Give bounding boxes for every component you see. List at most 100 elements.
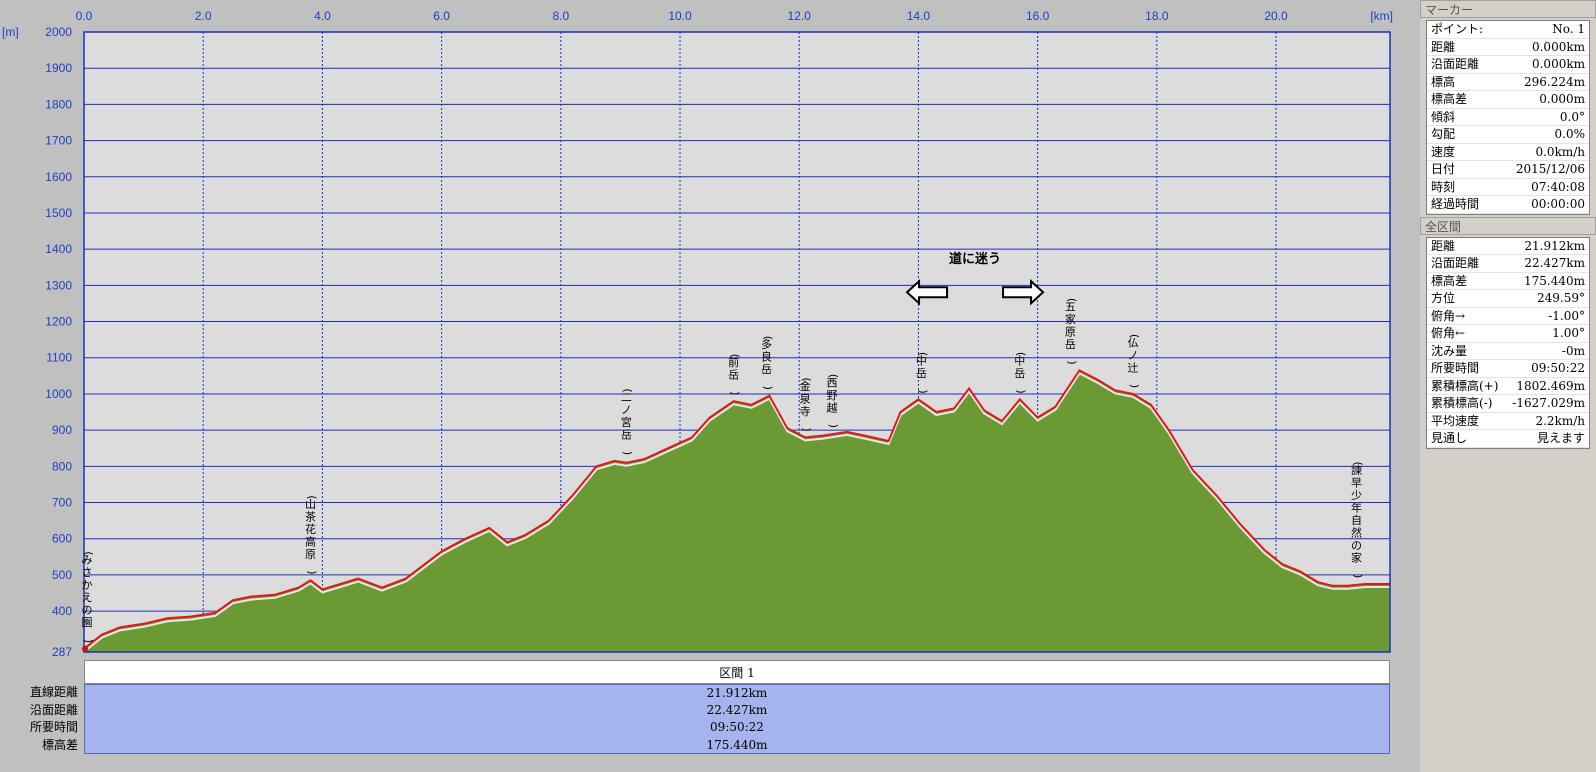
y-tick-label: 1900 xyxy=(45,61,72,75)
info-key: 見通し xyxy=(1431,431,1468,445)
peak-label: (みさかえの園) xyxy=(81,551,94,643)
info-row: 経過時間 00:00:00 xyxy=(1427,196,1589,214)
info-row: 傾斜 0.0° xyxy=(1427,109,1589,126)
info-value: 21.912km xyxy=(1524,238,1585,253)
peak-label-text: (多良岳) xyxy=(761,336,774,390)
info-row: 累積標高(+) 1802.469m xyxy=(1427,378,1589,395)
summary-label: 標高差 xyxy=(41,737,78,752)
elevation-chart: 0.0 2.0 4.0 6.0 8.0 10.0 12.0 14.0 16.0 18.0 20.0 … xyxy=(2,9,1393,659)
annotation-text: 道に迷う xyxy=(949,251,1001,267)
x-tick-label: 12.0 xyxy=(788,9,812,23)
info-key: 俯角→ xyxy=(1431,308,1466,323)
info-key: 時刻 xyxy=(1431,179,1456,194)
peak-label: (前岳) xyxy=(728,354,741,396)
summary-values[interactable]: 21.912km 22.427km 09:50:22 175.440m xyxy=(84,684,1390,754)
info-row: 日付 2015/12/06 xyxy=(1427,161,1589,179)
x-axis-unit: [km] xyxy=(1370,9,1393,23)
x-tick-label: 0.0 xyxy=(76,9,93,23)
info-value: No. 1 xyxy=(1552,22,1585,36)
info-value: 0.0km/h xyxy=(1535,144,1585,159)
section-summary: 区間 1 直線距離 沿面距離 所要時間 標高差 21.912km 22.427k… xyxy=(0,660,1396,754)
info-key: 距離 xyxy=(1431,238,1456,253)
info-value: 00:00:00 xyxy=(1531,197,1585,211)
info-key: 距離 xyxy=(1431,39,1456,54)
info-key: 速度 xyxy=(1431,144,1456,159)
info-value: 22.427km xyxy=(1524,256,1585,270)
summary-value: 21.912km xyxy=(706,686,768,700)
x-tick-label: 10.0 xyxy=(668,9,692,23)
x-tick-label: 4.0 xyxy=(314,9,331,23)
peak-label-text: (仏ノ辻) xyxy=(1127,334,1140,388)
peak-label-text: (五家原岳) xyxy=(1065,298,1078,365)
elevation-profile-line xyxy=(83,369,1390,650)
marker-panel-title[interactable]: マーカー xyxy=(1420,0,1596,18)
x-tick-label: 6.0 xyxy=(433,9,450,23)
annotation: 道に迷う xyxy=(905,251,1045,306)
info-row: 俯角← 1.00° xyxy=(1427,325,1589,343)
info-key: 標高 xyxy=(1431,74,1456,89)
peak-label-text: (諫早少年自然の家) xyxy=(1351,462,1364,579)
summary-label: 直線距離 xyxy=(29,685,78,699)
summary-value: 22.427km xyxy=(706,703,768,718)
plot-border xyxy=(83,31,1391,653)
info-key: 勾配 xyxy=(1431,127,1456,141)
peak-label: (二ノ宮岳) xyxy=(621,388,634,455)
info-key: 累積標高(+) xyxy=(1431,378,1499,393)
marker-point[interactable] xyxy=(82,645,88,652)
peak-label: (中岳) xyxy=(1014,352,1027,394)
peak-label-text: (みさかえの園) xyxy=(81,551,94,643)
y-tick-label: 1000 xyxy=(45,387,72,401)
info-value: 09:50:22 xyxy=(1531,361,1585,375)
info-row: 標高 296.224m xyxy=(1427,74,1589,91)
info-key: 平均速度 xyxy=(1431,413,1480,428)
info-key: 方位 xyxy=(1431,291,1456,305)
x-tick-label: 16.0 xyxy=(1026,9,1050,23)
peak-label-text: (西野越) xyxy=(827,374,840,428)
info-value: 1.00° xyxy=(1552,326,1585,340)
info-value: 07:40:08 xyxy=(1531,179,1585,194)
peak-label: (多良岳) xyxy=(761,336,774,390)
peak-label-text: (前岳) xyxy=(728,354,741,396)
info-row: 時刻 07:40:08 xyxy=(1427,179,1589,196)
peak-label: (中岳) xyxy=(916,352,929,394)
info-row: 標高差 0.000m xyxy=(1427,91,1589,109)
info-row: 速度 0.0km/h xyxy=(1427,144,1589,161)
info-key: 日付 xyxy=(1431,162,1456,176)
info-row: 方位 249.59° xyxy=(1427,290,1589,308)
y-tick-label: 287 xyxy=(52,645,72,659)
summary-row-labels: 直線距離 沿面距離 所要時間 標高差 xyxy=(0,684,82,754)
info-key: 標高差 xyxy=(1431,92,1468,106)
info-value: -1.00° xyxy=(1548,308,1585,323)
info-key: 所要時間 xyxy=(1431,361,1480,375)
info-row: 見通し 見えます xyxy=(1427,430,1589,448)
info-value: 1802.469m xyxy=(1516,378,1585,393)
info-value: 見えます xyxy=(1536,431,1585,445)
arrow-right-icon xyxy=(1002,278,1045,306)
total-panel-title[interactable]: 全区間 xyxy=(1420,216,1596,235)
x-axis-ticks: 0.0 2.0 4.0 6.0 8.0 10.0 12.0 14.0 16.0 18.0 20.0 xyxy=(76,9,1288,23)
x-tick-label: 14.0 xyxy=(907,9,931,23)
x-tick-label: 8.0 xyxy=(552,9,569,23)
info-key: ポイント: xyxy=(1431,22,1484,36)
info-row: 俯角→ -1.00° xyxy=(1427,308,1589,325)
info-key: 経過時間 xyxy=(1431,197,1480,211)
info-value: 175.440m xyxy=(1523,273,1585,288)
info-value: 0.000km xyxy=(1531,39,1585,54)
peak-label-text: (中岳) xyxy=(1014,352,1027,394)
info-value: 2.2km/h xyxy=(1535,413,1585,428)
info-key: 標高差 xyxy=(1431,273,1468,288)
y-tick-label: 600 xyxy=(52,532,72,546)
info-value: 249.59° xyxy=(1537,291,1585,305)
y-tick-label: 1300 xyxy=(45,278,72,292)
peak-label-text: (二ノ宮岳) xyxy=(621,388,634,455)
peak-label: (山茶花高原) xyxy=(305,495,318,574)
info-row: 所要時間 09:50:22 xyxy=(1427,360,1589,378)
summary-label: 沿面距離 xyxy=(29,702,78,717)
y-tick-label: 1800 xyxy=(45,97,72,111)
y-axis-unit: [m] xyxy=(2,25,19,39)
y-axis-ticks: 2000 1900 1800 1700 1600 1500 1400 1300 1200 1100… xyxy=(45,25,72,659)
info-row: 平均速度 2.2km/h xyxy=(1427,413,1589,430)
y-tick-label: 1400 xyxy=(45,242,72,256)
info-row: ポイント: No. 1 xyxy=(1427,21,1589,39)
info-key: 傾斜 xyxy=(1431,109,1456,124)
